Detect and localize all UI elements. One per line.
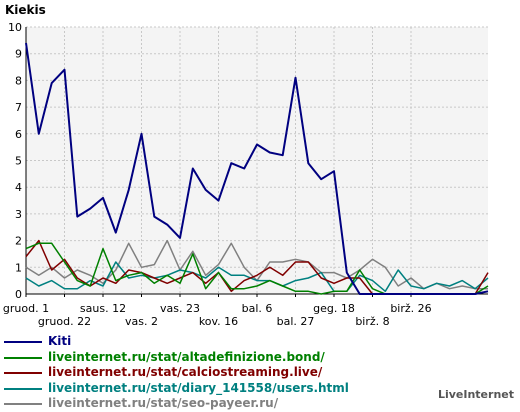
x-tick-label: kov. 16 — [199, 315, 238, 328]
x-tick-label: vas. 2 — [125, 315, 158, 328]
series-line-0 — [25, 42, 489, 295]
y-tick-labels: 0 1 2 3 4 5 6 7 8 9 10 — [8, 21, 22, 301]
y-tick-label: 7 — [15, 101, 22, 114]
legend-label: liveinternet.ru/stat/calciostreaming.liv… — [48, 365, 323, 379]
legend-label: liveinternet.ru/stat/altadefinizione.bon… — [48, 349, 325, 364]
y-tick-label: 4 — [15, 181, 22, 194]
x-tick-label: birž. 26 — [390, 302, 431, 315]
x-tick-label: birž. 8 — [355, 315, 389, 328]
legend-swatch — [4, 403, 42, 405]
x-tick-label: bal. 6 — [242, 302, 273, 315]
y-tick-label: 2 — [15, 235, 22, 248]
legend-label: Kiti — [48, 334, 72, 348]
series-lines — [25, 42, 489, 295]
y-tick-label: 5 — [15, 155, 22, 168]
x-tick-label: geg. 18 — [313, 302, 355, 315]
x-tick-label: gruod. 1 — [3, 302, 49, 315]
y-tick-label: 9 — [15, 48, 22, 61]
y-tick-label: 3 — [15, 208, 22, 221]
legend-swatch — [4, 387, 42, 390]
x-tick-label: gruod. 22 — [38, 315, 91, 328]
legend-label: liveinternet.ru/stat/diary_141558/users.… — [48, 380, 349, 395]
y-tick-label: 8 — [15, 74, 22, 87]
watermark-label: LiveInternet — [437, 388, 514, 401]
legend-swatch — [4, 356, 42, 359]
legend-swatch — [4, 372, 42, 374]
y-tick-label: 6 — [15, 128, 22, 141]
chart-title: Kiekis — [5, 3, 46, 17]
series-line-3 — [25, 261, 489, 293]
x-tick-label: bal. 27 — [277, 315, 315, 328]
x-tick-label: saus. 12 — [80, 302, 126, 315]
y-tick-label: 10 — [8, 21, 22, 34]
y-tick-label: 0 — [15, 288, 22, 301]
y-tick-label: 1 — [15, 261, 22, 274]
legend-swatch — [4, 341, 42, 343]
grid-vertical — [64, 27, 412, 294]
x-tick-label: vas. 23 — [160, 302, 200, 315]
legend-label: liveinternet.ru/stat/seo-payeer.ru/ — [48, 396, 279, 410]
